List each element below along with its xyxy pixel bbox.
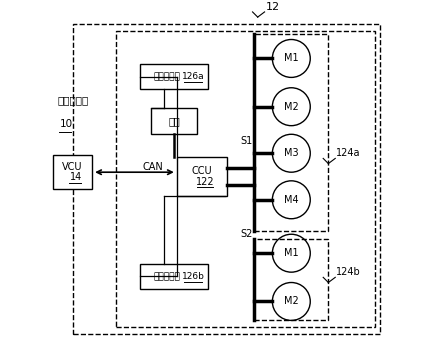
Text: 124a: 124a	[336, 148, 361, 158]
Text: S2: S2	[241, 229, 253, 239]
Text: 124b: 124b	[336, 267, 361, 277]
Text: 126a: 126a	[182, 72, 204, 81]
Bar	[140, 263, 208, 290]
Bar	[151, 109, 198, 134]
Text: VCU: VCU	[62, 162, 83, 172]
Bar	[254, 239, 328, 321]
Bar	[53, 155, 92, 189]
Text: 122: 122	[196, 177, 214, 187]
Bar	[73, 24, 380, 334]
Text: 温度传感器: 温度传感器	[154, 272, 181, 281]
Text: 14: 14	[70, 172, 82, 182]
Text: M3: M3	[284, 148, 299, 158]
Text: 12: 12	[266, 2, 280, 12]
Text: 集成散热器: 集成散热器	[58, 95, 89, 105]
Bar	[140, 64, 208, 89]
Bar	[177, 157, 227, 196]
Bar	[117, 31, 375, 327]
Text: M1: M1	[284, 248, 299, 258]
Text: CAN: CAN	[142, 162, 163, 172]
Text: 电源: 电源	[168, 116, 180, 126]
Text: M2: M2	[284, 102, 299, 112]
Text: 温度传感器: 温度传感器	[154, 72, 181, 81]
Text: M1: M1	[284, 54, 299, 63]
Text: M4: M4	[284, 195, 299, 205]
Text: 126b: 126b	[182, 272, 205, 281]
Text: 10: 10	[59, 119, 73, 129]
Bar	[254, 34, 328, 231]
Text: S1: S1	[241, 136, 253, 146]
Text: CCU: CCU	[191, 166, 212, 176]
Text: M2: M2	[284, 296, 299, 307]
